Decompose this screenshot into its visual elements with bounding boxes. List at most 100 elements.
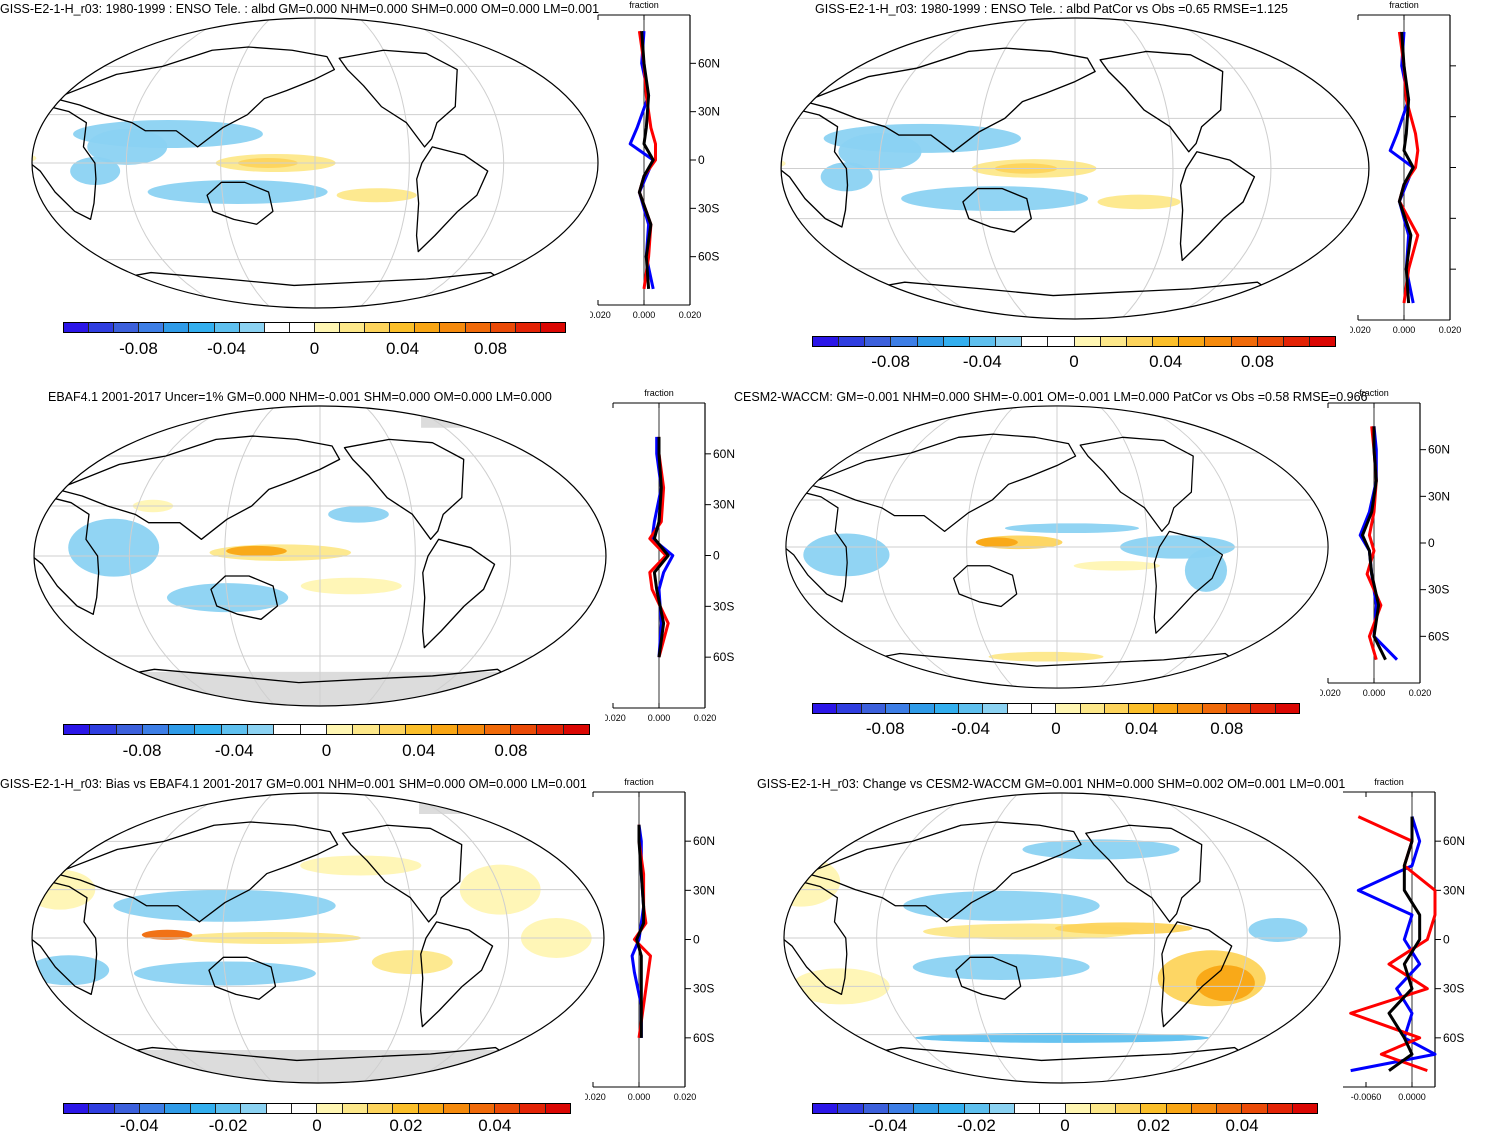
- map-content: [34, 406, 606, 706]
- coastline: [955, 956, 1022, 1000]
- colorbar-box: [266, 1104, 293, 1113]
- panel-title: GISS-E2-1-H_r03: 1980-1999 : ENSO Tele. …: [815, 2, 1288, 16]
- longitude-line: [1105, 793, 1156, 1083]
- colorbar-box: [274, 725, 301, 734]
- colorbar-box: [1242, 1104, 1268, 1113]
- coastline: [34, 497, 100, 615]
- colorbar-box: [1292, 1104, 1317, 1113]
- profile-ytick-label: 30S: [693, 982, 714, 996]
- profile-ytick-label: 60S: [1428, 629, 1449, 643]
- map-border: [31, 17, 599, 309]
- colorbar-box: [888, 1104, 914, 1113]
- colorbar-tick: 0.04: [402, 741, 436, 760]
- profile-xtick-label: 0.000: [628, 1092, 651, 1102]
- anomaly-blob: [30, 918, 31, 958]
- colorbar-box: [837, 704, 862, 713]
- coastline: [962, 187, 1032, 233]
- longitude-line: [362, 793, 414, 1083]
- zonal-profile-3: fraction -0.020 0.000 0.020 60N 30N 0 30S 60S: [605, 388, 735, 723]
- profile-xtick-label: 0.000: [1363, 688, 1386, 698]
- colorbar-box: [891, 337, 918, 346]
- anomaly-blob: [1022, 839, 1180, 860]
- profile-xtick-label: 0.020: [1439, 325, 1462, 335]
- anomaly-blob: [300, 577, 402, 595]
- colorbar-tick: 0.08: [494, 741, 528, 760]
- longitude-line: [222, 793, 274, 1083]
- colorbar-box: [838, 1104, 864, 1113]
- longitude-line: [968, 793, 1019, 1083]
- profile-series-mean: [635, 824, 646, 1038]
- profile-header: fraction: [624, 777, 654, 787]
- longitude-line: [976, 18, 1030, 319]
- colorbar: [63, 1103, 571, 1114]
- colorbar-box: [1257, 337, 1284, 346]
- colorbar-box: [114, 1104, 141, 1113]
- colorbar-box: [165, 1104, 191, 1113]
- coastline: [208, 956, 277, 1000]
- colorbar-box: [248, 725, 275, 734]
- colorbar-box: [910, 704, 935, 713]
- colorbar-tick: 0.04: [1225, 1116, 1259, 1135]
- profile-xtick-label: -0.020: [605, 713, 626, 723]
- profile-xtick-label: 0.000: [633, 310, 656, 320]
- colorbar-tick: -0.04: [962, 352, 1002, 371]
- colorbar-box: [368, 1104, 394, 1113]
- colorbar-box: [865, 337, 892, 346]
- zonal-profile-5: fraction -0.020 0.000 0.020 60N 30N 0 30S 60S: [585, 777, 715, 1102]
- colorbar-box: [1226, 704, 1252, 713]
- colorbar-box: [195, 725, 222, 734]
- map-border: [31, 792, 605, 1084]
- colorbar-box: [1065, 1104, 1091, 1113]
- profile-ytick-label: 60N: [1428, 443, 1450, 457]
- colorbar-box: [494, 1104, 521, 1113]
- profile-series-mean: [1387, 816, 1422, 1072]
- colorbar-box: [1141, 1104, 1167, 1113]
- colorbar-box: [405, 725, 433, 734]
- coastline: [1085, 824, 1203, 923]
- colorbar-box: [959, 704, 984, 713]
- colorbar-box: [813, 1104, 839, 1113]
- anomaly-blob: [32, 955, 110, 986]
- colorbar-box: [1040, 1104, 1066, 1113]
- colorbar-box: [114, 323, 140, 332]
- profile-xtick-label: 0.020: [694, 713, 717, 723]
- coastline: [953, 565, 1018, 608]
- colorbar-box: [415, 323, 441, 332]
- colorbar-tick: 0.04: [1124, 719, 1158, 738]
- colorbar-box: [1116, 1104, 1142, 1113]
- coastline: [343, 438, 465, 541]
- panel-title: EBAF4.1 2001-2017 Uncer=1% GM=0.000 NHM=…: [48, 390, 552, 404]
- coastline: [1161, 921, 1233, 1028]
- colorbar-box: [1080, 704, 1106, 713]
- colorbar-tick: 0: [1051, 719, 1061, 738]
- colorbar-box: [943, 337, 970, 346]
- colorbar-box: [342, 1104, 369, 1113]
- profile-xtick-label: 0.020: [1409, 688, 1432, 698]
- coastline: [54, 46, 336, 148]
- colorbar-tick: 0: [321, 741, 332, 760]
- anomaly-blob: [975, 537, 1018, 548]
- profile-xtick-label: -0.020: [1320, 688, 1341, 698]
- profile-ytick-label: 30S: [1428, 583, 1449, 597]
- colorbar-box: [326, 725, 354, 734]
- profile-ytick-label: 0: [698, 153, 705, 167]
- colorbar-box: [390, 323, 416, 332]
- colorbar-box: [964, 1104, 990, 1113]
- profile-series-mean: [1361, 426, 1387, 661]
- anomaly-blob: [300, 855, 422, 876]
- colorbar-box: [540, 323, 565, 332]
- profile-ytick-label: 0: [713, 549, 720, 563]
- colorbar-box: [300, 725, 327, 734]
- colorbar-tick: 0.04: [1149, 352, 1183, 371]
- profile-ytick-label: 60N: [698, 56, 720, 70]
- colorbar-box: [1048, 337, 1075, 346]
- map-content: [32, 18, 598, 308]
- colorbar-box: [317, 1104, 343, 1113]
- coastline: [1153, 530, 1224, 634]
- colorbar-box: [1090, 1104, 1116, 1113]
- panel-title: GISS-E2-1-H_r03: 1980-1999 : ENSO Tele. …: [0, 2, 600, 16]
- map-panel-3: [33, 405, 607, 707]
- coastline: [781, 109, 849, 228]
- profile-ytick-label: 30S: [1443, 982, 1464, 996]
- anomaly-blob: [1184, 549, 1228, 592]
